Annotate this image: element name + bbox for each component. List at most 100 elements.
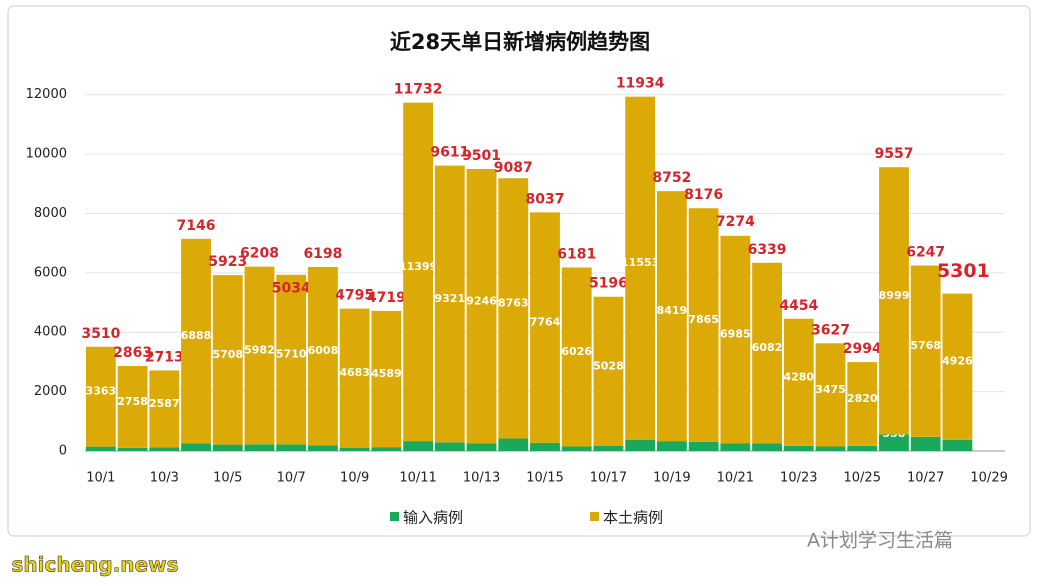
total-label: 9557	[874, 146, 913, 162]
total-label: 8752	[652, 170, 691, 186]
total-label: 4719	[367, 290, 406, 306]
bar-segment	[561, 446, 592, 451]
bar-segment	[117, 447, 148, 451]
total-label: 6198	[303, 246, 342, 262]
total-label: 6247	[906, 245, 945, 261]
x-tick-label: 10/27	[907, 471, 944, 486]
segment-label: 11399	[399, 260, 437, 273]
y-tick-label: 4000	[34, 325, 67, 340]
bar-segment	[339, 447, 370, 451]
segment-label: 8419	[657, 304, 688, 317]
x-tick-label: 10/1	[86, 471, 115, 486]
bar-segment	[371, 447, 402, 451]
bar-segment	[688, 208, 719, 442]
watermark: shicheng.news	[12, 553, 179, 577]
segment-label: 4589	[371, 367, 402, 380]
total-label: 3510	[81, 326, 120, 342]
bar-segment	[308, 266, 338, 446]
x-tick-label: 10/29	[970, 471, 1007, 486]
y-tick-label: 6000	[34, 265, 67, 280]
segment-label: 5710	[276, 348, 307, 361]
segment-label: 7865	[688, 313, 719, 326]
bar-segment	[783, 318, 814, 446]
x-tick-label: 10/3	[150, 471, 179, 486]
bar-segment	[561, 267, 592, 447]
x-tick-label: 10/15	[526, 471, 563, 486]
x-tick-label: 10/23	[780, 471, 817, 486]
bar-segment	[656, 441, 687, 451]
bar-segment	[752, 262, 782, 444]
bar-segment	[434, 165, 465, 443]
segment-label: 5768	[910, 339, 941, 352]
total-label: 5196	[589, 276, 628, 292]
bar-segment	[879, 434, 909, 451]
total-label: 9087	[494, 160, 533, 176]
segment-label: 2820	[847, 392, 878, 405]
bar-segment	[85, 346, 116, 447]
bar-segment	[276, 274, 307, 445]
total-label: 5923	[208, 254, 247, 270]
bar-segment	[530, 212, 560, 443]
bar-segment	[434, 442, 465, 451]
y-tick-label: 10000	[26, 147, 67, 162]
x-tick-label: 10/17	[590, 471, 627, 486]
segment-label: 9321	[435, 292, 466, 305]
watermark: A计划学习生活篇	[807, 530, 953, 552]
total-label: 11732	[394, 82, 443, 98]
bar-segment	[752, 443, 782, 451]
total-label: 7146	[177, 218, 216, 234]
bar-segment	[403, 102, 434, 442]
segment-label: 6082	[752, 341, 783, 354]
segment-label: 11553	[621, 256, 659, 269]
bar-segment	[149, 370, 180, 448]
bar-segment	[466, 443, 497, 451]
total-label: 9611	[430, 145, 469, 161]
total-label: 8037	[526, 191, 565, 207]
bar-segment	[466, 168, 497, 444]
bar-segment	[149, 447, 180, 451]
total-label: 8176	[684, 187, 723, 203]
total-label: 2863	[113, 345, 152, 361]
total-label: 5301	[937, 260, 990, 282]
segment-label: 8999	[879, 289, 910, 302]
segment-label: 3475	[815, 383, 846, 396]
segment-label: 5028	[593, 359, 624, 372]
segment-label: 5708	[212, 348, 243, 361]
total-label: 6208	[240, 246, 279, 262]
bar-segment	[85, 446, 116, 451]
segment-label: 3363	[86, 385, 117, 398]
x-tick-label: 10/25	[844, 471, 881, 486]
bar-segment	[244, 444, 275, 451]
segment-label: 4683	[339, 366, 370, 379]
segment-label: 6985	[720, 328, 751, 341]
bar-segment	[815, 446, 846, 451]
bar-segment	[625, 96, 656, 440]
bar-segment	[910, 265, 941, 437]
bar-segment	[498, 178, 529, 439]
segment-label: 5982	[244, 343, 275, 356]
segment-label: 2758	[117, 395, 148, 408]
bar-segment	[593, 296, 624, 447]
segment-label: 7764	[530, 316, 561, 329]
bar-segment	[244, 266, 275, 445]
bar-segment	[879, 167, 909, 435]
bar-segment	[910, 436, 941, 451]
total-label: 7274	[716, 214, 755, 230]
bar-segment	[847, 445, 878, 451]
total-label: 6181	[557, 246, 596, 262]
bar-segment	[625, 439, 656, 451]
total-label: 4454	[779, 298, 818, 314]
legend-label: 输入病例	[403, 509, 463, 527]
bar-segment	[212, 275, 243, 445]
segment-label: 4280	[783, 370, 814, 383]
y-tick-label: 0	[59, 444, 67, 459]
bar-segment	[783, 445, 814, 451]
total-label: 11934	[616, 76, 665, 92]
bar-segment	[212, 444, 243, 451]
y-tick-label: 2000	[34, 384, 67, 399]
bar-segment	[498, 438, 529, 451]
bar-segment	[847, 362, 878, 446]
segment-label: 6008	[308, 344, 339, 357]
bar-segment	[720, 235, 751, 444]
bar-segment	[403, 441, 434, 451]
